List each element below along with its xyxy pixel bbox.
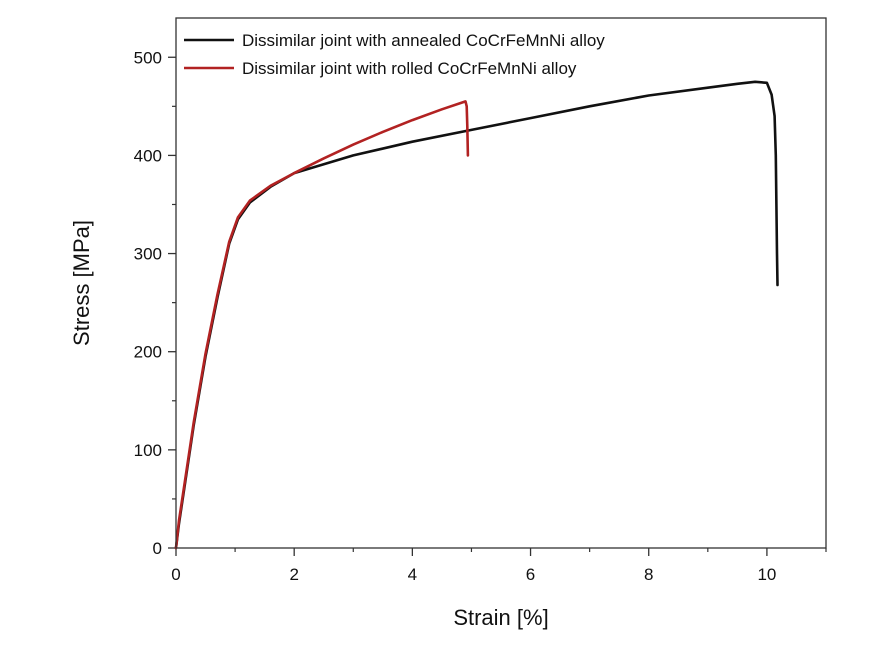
series-layer bbox=[174, 80, 779, 550]
series-line-annealed bbox=[174, 80, 779, 550]
legend: Dissimilar joint with annealed CoCrFeMnN… bbox=[184, 31, 605, 78]
y-tick-label: 200 bbox=[134, 343, 162, 362]
y-tick-label: 500 bbox=[134, 48, 162, 67]
x-tick-label: 2 bbox=[289, 565, 298, 584]
x-tick-label: 0 bbox=[171, 565, 180, 584]
x-tick-labels: 0 2 4 6 8 10 bbox=[171, 565, 776, 584]
plot-frame bbox=[175, 17, 827, 549]
legend-label-annealed: Dissimilar joint with annealed CoCrFeMnN… bbox=[242, 31, 605, 50]
minor-ticks bbox=[172, 105, 827, 552]
y-tick-label: 100 bbox=[134, 441, 162, 460]
x-tick-label: 6 bbox=[526, 565, 535, 584]
y-axis-title: Stress [MPa] bbox=[69, 220, 94, 346]
x-axis-title: Strain [%] bbox=[453, 605, 548, 630]
x-tick-label: 4 bbox=[408, 565, 417, 584]
major-ticks bbox=[168, 56, 768, 556]
y-tick-label: 400 bbox=[134, 146, 162, 165]
y-tick-label: 300 bbox=[134, 245, 162, 264]
legend-label-rolled: Dissimilar joint with rolled CoCrFeMnNi … bbox=[242, 59, 577, 78]
x-tick-label: 10 bbox=[757, 565, 776, 584]
y-tick-label: 0 bbox=[153, 539, 162, 558]
series-line-rolled bbox=[174, 100, 470, 550]
y-tick-labels: 0 100 200 300 400 500 bbox=[134, 48, 162, 558]
x-tick-label: 8 bbox=[644, 565, 653, 584]
